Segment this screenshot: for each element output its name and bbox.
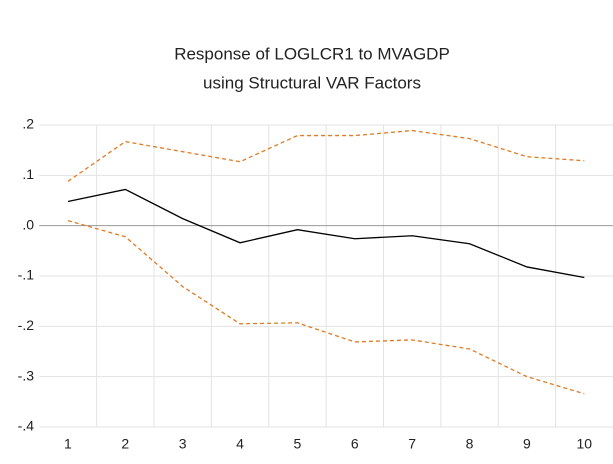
- x-tick-label: 7: [408, 436, 416, 452]
- x-tick-label: 8: [466, 436, 474, 452]
- y-tick-label: -.3: [18, 367, 35, 383]
- y-tick-label: -.2: [18, 317, 35, 333]
- x-tick-label: 2: [121, 436, 129, 452]
- y-tick-label: .0: [22, 216, 34, 232]
- x-tick-label: 6: [351, 436, 359, 452]
- x-tick-label: 3: [179, 436, 187, 452]
- series-line: [67, 188, 585, 279]
- y-tick-label: .1: [22, 166, 34, 182]
- x-tick-label: 4: [236, 436, 244, 452]
- chart-subtitle: using Structural VAR Factors: [203, 73, 421, 92]
- series-line: [67, 220, 585, 395]
- y-tick-label: -.4: [18, 418, 35, 434]
- x-tick-label: 9: [523, 436, 531, 452]
- x-tick-label: 10: [577, 436, 593, 452]
- y-tick-label: -.1: [18, 267, 35, 283]
- x-tick-label: 5: [294, 436, 302, 452]
- series-line: [67, 129, 585, 182]
- y-tick-label: .2: [22, 116, 34, 132]
- x-tick-label: 1: [64, 436, 72, 452]
- chart-title: Response of LOGLCR1 to MVAGDP: [174, 44, 450, 63]
